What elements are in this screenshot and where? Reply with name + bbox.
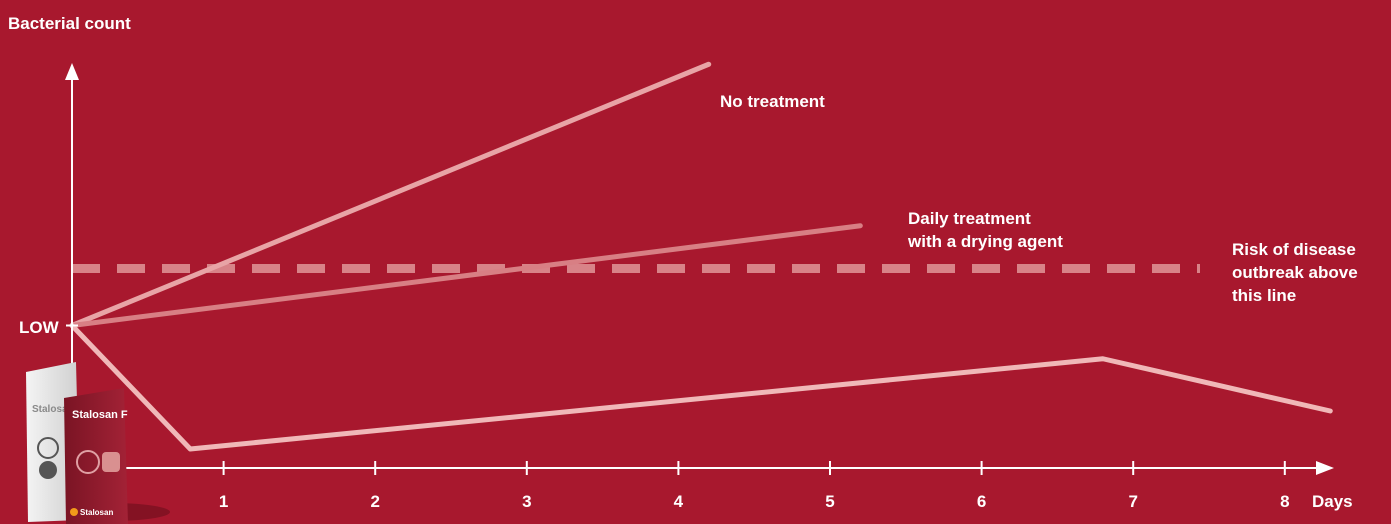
x-tick-label: 5 bbox=[825, 492, 834, 511]
bag-back-brand: Stalosan F bbox=[32, 404, 83, 415]
x-tick-label: 6 bbox=[977, 492, 986, 511]
axis-layer bbox=[65, 63, 1334, 475]
y-axis-arrow bbox=[65, 63, 79, 80]
threshold-label: Risk of disease outbreak above this line bbox=[1232, 240, 1358, 305]
series-line-stalosan bbox=[69, 323, 1333, 452]
x-tick-label: 8 bbox=[1280, 492, 1289, 511]
x-axis-label: Days bbox=[1312, 492, 1353, 511]
series-label-no-treatment: No treatment bbox=[720, 92, 825, 111]
x-axis-arrow bbox=[1316, 461, 1334, 475]
bag-front-brand: Stalosan F bbox=[72, 409, 128, 421]
ticks-layer: 1 2 3 4 5 6 7 8 bbox=[66, 324, 1290, 511]
y-axis-label: Bacterial count bbox=[8, 14, 131, 33]
bag-front-footer-brand: Stalosan bbox=[80, 508, 113, 517]
x-tick-label: 2 bbox=[370, 492, 379, 511]
x-tick-label: 4 bbox=[674, 492, 684, 511]
series-label-drying-agent: Daily treatment with a drying agent bbox=[908, 209, 1063, 251]
bag-front-logo bbox=[76, 450, 100, 474]
x-tick-label: 3 bbox=[522, 492, 531, 511]
series-layer bbox=[69, 61, 1333, 452]
series-line-drying-agent bbox=[69, 223, 863, 328]
bag-front bbox=[64, 388, 128, 524]
bag-front-footer-dot bbox=[70, 508, 78, 516]
x-tick-label: 1 bbox=[219, 492, 228, 511]
bag-front-logo-shape bbox=[102, 452, 120, 472]
x-tick-label: 7 bbox=[1128, 492, 1137, 511]
bag-back-logo-dot bbox=[39, 461, 57, 479]
bag-back-logo bbox=[37, 437, 59, 459]
y-tick-label-low: LOW bbox=[19, 318, 59, 337]
series-line-no-treatment bbox=[69, 61, 712, 328]
